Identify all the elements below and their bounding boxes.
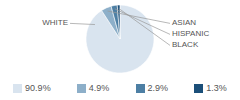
svg-text:BLACK: BLACK bbox=[172, 40, 199, 49]
svg-text:ASIAN: ASIAN bbox=[172, 18, 196, 27]
html-text:4.9%: 4.9% bbox=[88, 83, 110, 93]
html-text:2.9%: 2.9% bbox=[147, 83, 169, 93]
svg-text:HISPANIC: HISPANIC bbox=[172, 29, 209, 38]
svg-text:WHITE: WHITE bbox=[42, 18, 68, 27]
html-text:90.9%: 90.9% bbox=[25, 83, 51, 93]
html-text:1.3%: 1.3% bbox=[206, 83, 227, 93]
